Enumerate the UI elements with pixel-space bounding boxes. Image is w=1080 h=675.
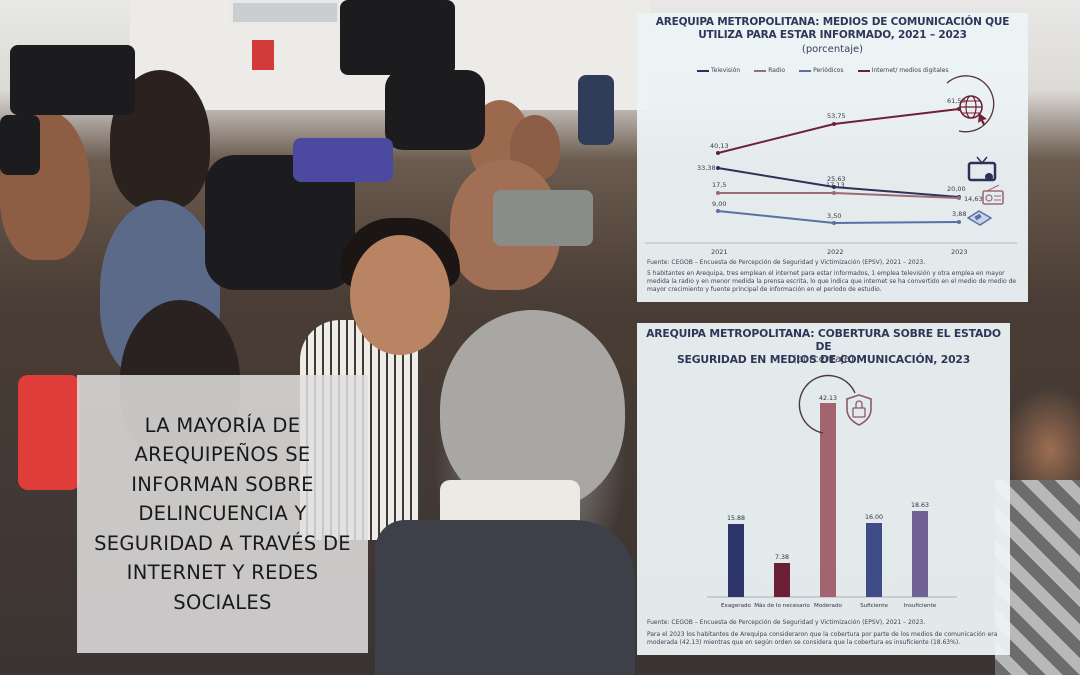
legend-swatch	[799, 69, 812, 72]
globe-cursor-icon	[946, 75, 995, 133]
title-line: UTILIZA PARA ESTAR INFORMADO, 2021 – 202…	[698, 29, 967, 41]
photo-phone	[0, 115, 40, 175]
photo-video-camera-top	[340, 0, 455, 75]
svg-text:7.38: 7.38	[775, 554, 789, 561]
headline-line: DELINCUENCIA Y	[138, 502, 307, 526]
bar-exagerado	[728, 524, 744, 597]
photo-face	[350, 235, 450, 355]
legend-swatch	[754, 69, 767, 72]
line-chart-legend: Televisión Radio Periódicos Internet/ me…	[697, 67, 948, 74]
bar-moderado	[820, 403, 836, 597]
x-tick-2022: 2022	[827, 248, 844, 256]
title-line: AREQUIPA METROPOLITANA: COBERTURA SOBRE …	[646, 327, 1001, 353]
photo-phone-raised	[578, 75, 614, 145]
x-tick-2023: 2023	[951, 248, 968, 256]
legend-item-internet: Internet/ medios digitales	[857, 67, 949, 74]
bar-insuficiente	[912, 511, 928, 597]
legend-item-television: Televisión	[697, 67, 740, 74]
photo-video-camera	[385, 70, 485, 150]
photo-red-phone	[18, 375, 80, 490]
svg-text:Suficiente: Suficiente	[860, 603, 888, 609]
photo-grey-phone	[493, 190, 593, 246]
bar-chart-title: AREQUIPA METROPOLITANA: COBERTURA SOBRE …	[637, 327, 1010, 366]
photo-grey-head	[440, 310, 625, 510]
data-labels: 40,13 53,75 61,50 33,38 25,63 20,00 17,5…	[697, 97, 983, 256]
label-radio-2023: 14,63	[964, 195, 983, 203]
photo-phone-rig	[10, 45, 135, 115]
headline-line: LA MAYORÍA DE	[144, 413, 301, 437]
line-chart-plot: 40,13 53,75 61,50 33,38 25,63 20,00 17,5…	[645, 75, 1017, 256]
svg-text:Moderado: Moderado	[814, 603, 843, 609]
svg-text:Más de lo necesario: Más de lo necesario	[754, 602, 810, 609]
legend-swatch	[857, 69, 870, 72]
shield-lock-icon	[798, 374, 872, 434]
label-internet-2021: 40,13	[710, 142, 729, 150]
bar-suficiente	[866, 523, 882, 597]
headline-box: LA MAYORÍA DE AREQUIPEÑOS SE INFORMAN SO…	[77, 375, 368, 653]
label-internet-2023: 61,50	[947, 97, 966, 105]
bar-chart-subtitle: (porcentaje)	[792, 354, 855, 365]
svg-text:Insuficiente: Insuficiente	[904, 603, 937, 609]
bar-mas-de-lo-necesario	[774, 563, 790, 597]
legend-label: Televisión	[711, 67, 741, 74]
svg-text:18.63: 18.63	[911, 502, 929, 509]
label-periodicos-2023: 3,88	[952, 210, 966, 218]
svg-text:16.00: 16.00	[865, 514, 883, 521]
photo-suit	[375, 520, 635, 675]
headline-line: SOCIALES	[173, 590, 272, 614]
legend-swatch	[697, 69, 709, 72]
bar-chart-plot: 15.88 7.38 42.13 16.00 18.63 Exagerado M…	[707, 374, 957, 609]
x-tick-2021: 2021	[711, 248, 728, 256]
line-chart-subtitle: (porcentaje)	[801, 44, 864, 55]
bar-category-labels: Exagerado Más de lo necesario Moderado S…	[721, 602, 937, 609]
bar-chart-source: Fuente: CEGOB – Encuesta de Percepción d…	[647, 619, 926, 626]
line-chart-note: 5 habitantes en Arequipa, tres emplean e…	[647, 270, 1017, 293]
bar-chart-panel: AREQUIPA METROPOLITANA: COBERTURA SOBRE …	[637, 323, 1010, 655]
label-tv-2022: 25,63	[827, 175, 846, 183]
photo-blue-phone	[293, 138, 393, 182]
legend-label: Internet/ medios digitales	[871, 67, 949, 74]
legend-label: Periódicos	[813, 67, 844, 74]
newspaper-icon	[966, 210, 993, 226]
svg-text:15.88: 15.88	[727, 515, 745, 522]
headline-line: INTERNET Y REDES	[126, 561, 319, 585]
label-internet-2022: 53,75	[827, 112, 846, 120]
svg-text:42.13: 42.13	[819, 395, 837, 402]
radio-icon	[982, 184, 1004, 205]
photo-window	[230, 0, 340, 25]
label-periodicos-2022: 3,50	[827, 212, 841, 220]
svg-text:Exagerado: Exagerado	[721, 603, 752, 609]
tv-icon	[967, 156, 997, 182]
label-tv-2021: 33,38	[697, 164, 716, 172]
headline: LA MAYORÍA DE AREQUIPEÑOS SE INFORMAN SO…	[90, 411, 355, 618]
photo-fire-sign	[252, 40, 274, 70]
headline-line: AREQUIPEÑOS SE	[134, 443, 311, 467]
legend-item-periodicos: Periódicos	[799, 67, 844, 74]
label-tv-2023: 20,00	[947, 185, 966, 193]
legend-item-radio: Radio	[754, 67, 785, 74]
bar-chart-note: Para el 2023 los habitantes de Arequipa …	[647, 631, 998, 646]
line-chart-panel: AREQUIPA METROPOLITANA: MEDIOS DE COMUNI…	[637, 13, 1028, 302]
label-radio-2021: 17,5	[712, 181, 726, 189]
line-chart-title: AREQUIPA METROPOLITANA: MEDIOS DE COMUNI…	[637, 16, 1028, 42]
label-radio-2022: 17,13	[826, 181, 845, 189]
headline-line: SEGURIDAD A TRAVÉS DE	[94, 531, 351, 555]
title-line: SEGURIDAD EN MEDIOS DE COMUNICACIÓN, 202…	[676, 353, 971, 366]
legend-label: Radio	[768, 67, 786, 74]
line-chart-source: Fuente: CEGOB – Encuesta de Percepción d…	[647, 259, 926, 266]
bar-value-labels: 15.88 7.38 42.13 16.00 18.63	[727, 395, 929, 561]
title-line: AREQUIPA METROPOLITANA: MEDIOS DE COMUNI…	[655, 16, 1010, 28]
headline-line: INFORMAN SOBRE	[131, 472, 314, 496]
label-periodicos-2021: 9,00	[712, 200, 726, 208]
